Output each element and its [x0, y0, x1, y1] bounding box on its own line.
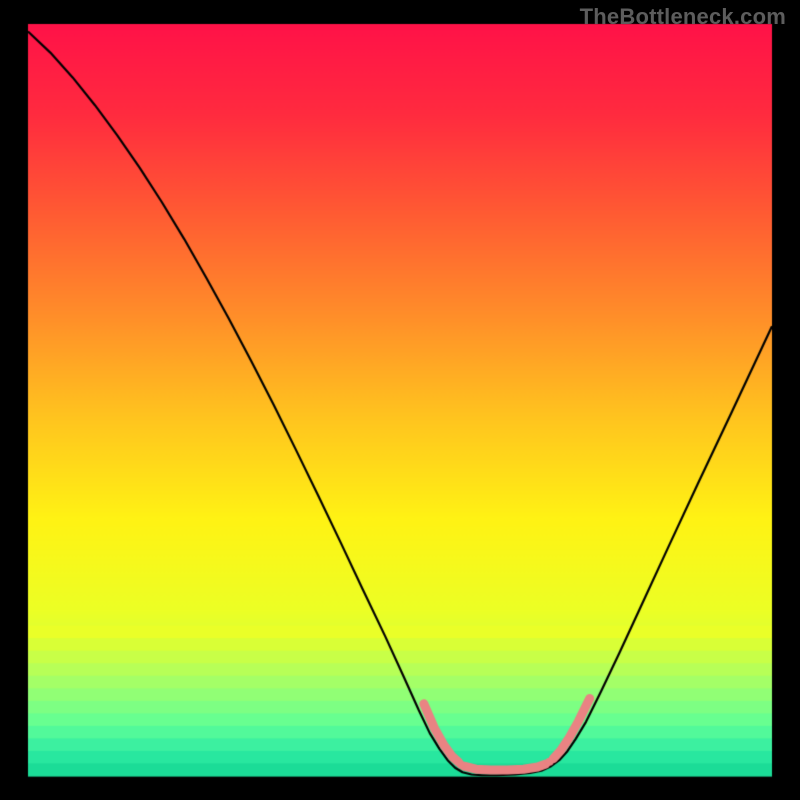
bottleneck-curve-chart — [0, 0, 800, 800]
